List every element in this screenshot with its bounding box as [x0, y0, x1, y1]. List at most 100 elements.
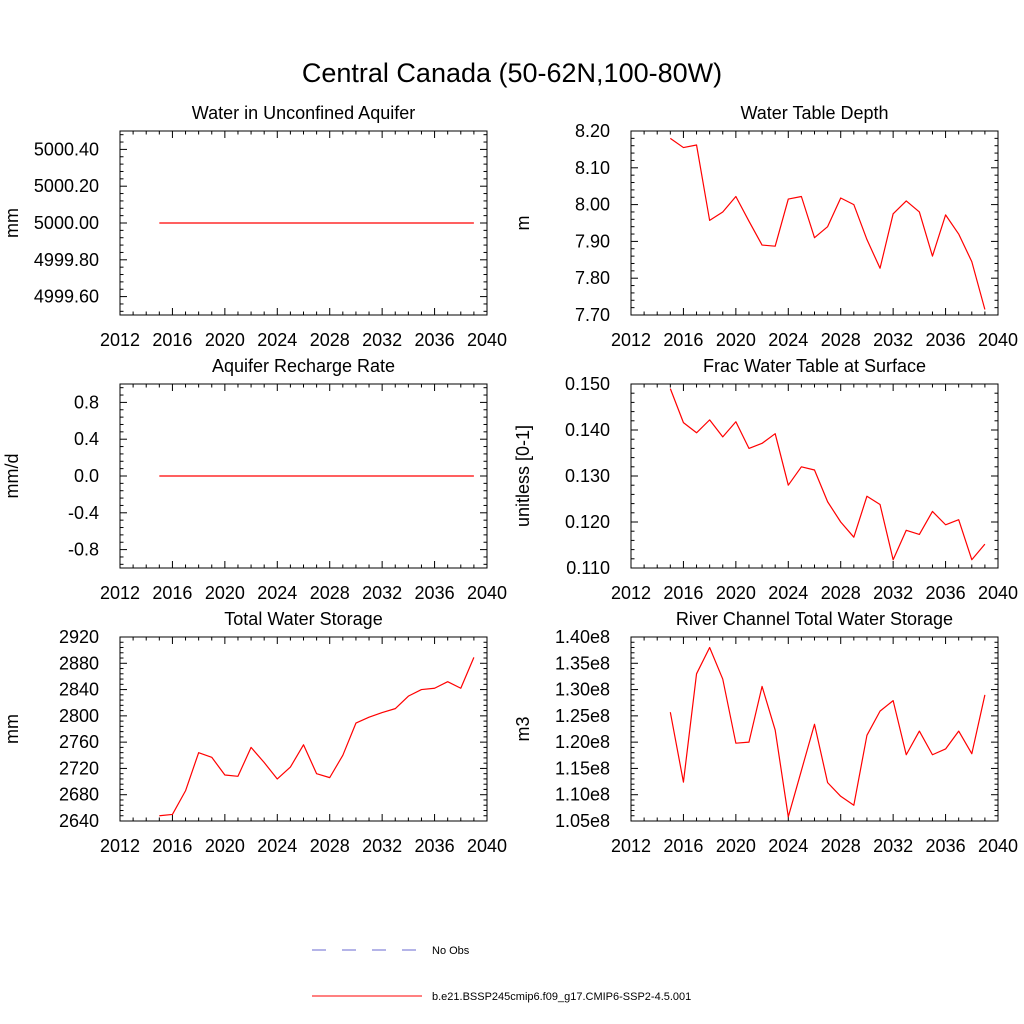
- y-tick-label: 0.4: [74, 429, 99, 449]
- x-tick-label: 2024: [257, 836, 297, 856]
- x-tick-label: 2032: [362, 330, 402, 350]
- y-tick-label: 2760: [59, 732, 99, 752]
- y-axis-label: mm/d: [2, 454, 22, 499]
- plot-frame: [119, 636, 488, 822]
- x-tick-label: 2040: [978, 583, 1018, 603]
- x-tick-label: 2036: [926, 583, 966, 603]
- y-tick-label: 4999.60: [34, 287, 99, 307]
- x-tick-label: 2020: [716, 330, 756, 350]
- panel-5: Total Water Storage mm 2012 2016 2020 2024 202…: [2, 609, 507, 856]
- y-tick-label: 8.00: [575, 195, 610, 215]
- panel-title: Water Table Depth: [740, 103, 888, 123]
- x-tick-label: 2028: [310, 330, 350, 350]
- plot-frame: [630, 636, 999, 822]
- figure-title: Central Canada (50-62N,100-80W): [302, 58, 722, 88]
- panel-4: Frac Water Table at Surface unitless [0-1…: [513, 356, 1018, 603]
- legend-label: b.e21.BSSP245cmip6.f09_g17.CMIP6-SSP2-4.…: [432, 991, 691, 1003]
- x-tick-label: 2024: [257, 583, 297, 603]
- y-tick-label: 2880: [59, 653, 99, 673]
- y-tick-label: 0.0: [74, 466, 99, 486]
- y-tick-label: 1.05e8: [555, 811, 610, 831]
- series-line: [669, 137, 986, 310]
- x-tick-label: 2024: [257, 330, 297, 350]
- y-tick-label: 8.20: [575, 121, 610, 141]
- y-tick-label: 5000.40: [34, 139, 99, 159]
- y-axis-label: mm: [2, 714, 22, 744]
- y-tick-label: -0.4: [68, 503, 99, 523]
- x-tick-label: 2036: [926, 330, 966, 350]
- y-tick-label: 7.90: [575, 231, 610, 251]
- y-tick-label: 0.110: [566, 558, 610, 578]
- x-tick-label: 2012: [100, 330, 140, 350]
- x-tick-label: 2012: [100, 583, 140, 603]
- x-tick-label: 2024: [768, 836, 808, 856]
- panel-title: Water in Unconfined Aquifer: [192, 103, 415, 123]
- plot-frame: [630, 383, 999, 569]
- y-tick-label: 0.8: [74, 392, 99, 412]
- y-tick-label: 0.120: [565, 512, 610, 532]
- x-tick-label: 2036: [415, 836, 455, 856]
- y-axis-label: mm: [2, 208, 22, 238]
- x-tick-label: 2032: [873, 836, 913, 856]
- x-tick-label: 2020: [205, 330, 245, 350]
- y-tick-label: 2920: [59, 627, 99, 647]
- y-axis-label: unitless [0-1]: [513, 425, 533, 527]
- panel-title: Frac Water Table at Surface: [703, 356, 926, 376]
- x-tick-label: 2028: [310, 583, 350, 603]
- x-tick-label: 2032: [362, 583, 402, 603]
- x-tick-label: 2036: [926, 836, 966, 856]
- x-tick-label: 2032: [362, 836, 402, 856]
- x-tick-label: 2040: [978, 330, 1018, 350]
- x-tick-label: 2016: [663, 330, 703, 350]
- x-tick-label: 2032: [873, 330, 913, 350]
- y-tick-label: 0.140: [565, 420, 610, 440]
- x-tick-label: 2016: [663, 836, 703, 856]
- y-tick-label: 1.10e8: [555, 785, 610, 805]
- x-tick-label: 2024: [768, 583, 808, 603]
- x-tick-label: 2024: [768, 330, 808, 350]
- x-tick-label: 2028: [310, 836, 350, 856]
- y-tick-label: 2840: [59, 680, 99, 700]
- y-tick-label: 7.70: [575, 305, 610, 325]
- y-tick-label: 1.35e8: [555, 653, 610, 673]
- y-tick-label: 5000.00: [34, 213, 99, 233]
- x-tick-label: 2028: [821, 583, 861, 603]
- panel-2: Water Table Depth m 2012 2016 2020 2024 2028 20…: [513, 103, 1018, 350]
- y-tick-label: 0.150: [565, 374, 610, 394]
- x-tick-label: 2036: [415, 330, 455, 350]
- series-line: [669, 646, 986, 818]
- panel-3: Aquifer Recharge Rate mm/d 2012 2016 2020 202…: [2, 356, 507, 603]
- series-line: [159, 657, 475, 817]
- panel-title: Total Water Storage: [224, 609, 382, 629]
- y-tick-label: 8.10: [575, 158, 610, 178]
- y-tick-label: 2640: [59, 811, 99, 831]
- x-tick-label: 2040: [467, 583, 507, 603]
- legend: No Obs b.e21.BSSP245cmip6.f09_g17.CMIP6-S…: [312, 945, 691, 1003]
- y-tick-label: 5000.20: [34, 176, 99, 196]
- y-tick-label: 1.20e8: [555, 732, 610, 752]
- y-tick-label: 1.25e8: [555, 706, 610, 726]
- y-tick-label: 1.15e8: [555, 758, 610, 778]
- x-tick-label: 2016: [152, 583, 192, 603]
- x-tick-label: 2028: [821, 330, 861, 350]
- x-tick-label: 2036: [415, 583, 455, 603]
- y-axis-label: m3: [513, 716, 533, 741]
- x-tick-label: 2032: [873, 583, 913, 603]
- x-tick-label: 2020: [205, 583, 245, 603]
- panel-1: Water in Unconfined Aquifer mm 2012 2016 202…: [2, 103, 507, 350]
- series-line: [669, 388, 986, 561]
- panel-6: River Channel Total Water Storage m3 2012 2…: [513, 609, 1018, 856]
- x-tick-label: 2016: [663, 583, 703, 603]
- y-tick-label: 2720: [59, 758, 99, 778]
- x-tick-label: 2012: [100, 836, 140, 856]
- y-tick-label: -0.8: [68, 540, 99, 560]
- x-tick-label: 2028: [821, 836, 861, 856]
- y-axis-label: m: [513, 216, 533, 231]
- x-tick-label: 2012: [611, 330, 651, 350]
- y-tick-label: 2800: [59, 706, 99, 726]
- legend-label: No Obs: [432, 945, 470, 957]
- x-tick-label: 2016: [152, 836, 192, 856]
- panel-title: Aquifer Recharge Rate: [212, 356, 395, 376]
- x-tick-label: 2012: [611, 583, 651, 603]
